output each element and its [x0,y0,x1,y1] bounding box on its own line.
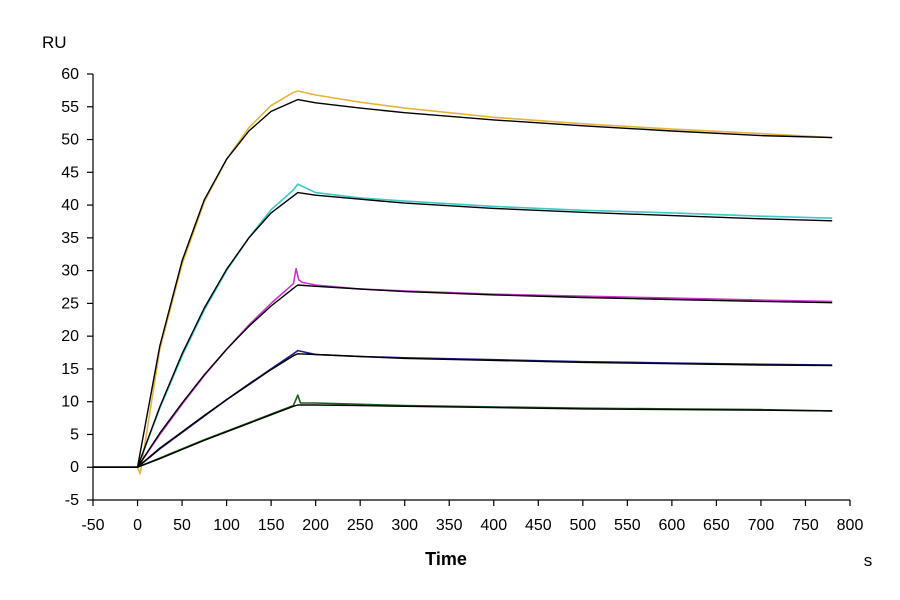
x-tick-label: 0 [133,517,142,534]
y-axis-title: RU [42,33,67,52]
x-tick-label: 750 [792,517,819,534]
y-tick-label: 35 [61,230,79,247]
fit-curve-2 [93,191,833,468]
x-tick-label: 450 [525,517,552,534]
x-tick-label: 100 [213,517,240,534]
fit-curve-5 [93,404,833,468]
y-tick-label: 55 [61,99,79,116]
x-tick-label: -50 [81,517,104,534]
y-tick-label: 40 [61,197,79,214]
fit-curve-3 [93,284,833,468]
x-tick-label: 800 [837,517,864,534]
y-tick-label: 60 [61,66,79,83]
measured-curve-2 [93,183,833,468]
y-tick-label: 0 [70,459,79,476]
x-tick-label: 600 [659,517,686,534]
x-tick-label: 50 [173,517,191,534]
y-tick-label: -5 [65,492,79,509]
x-tick-label: 150 [258,517,285,534]
fit-curve-4 [93,353,833,468]
x-tick-label: 500 [569,517,596,534]
measured-curve-3 [93,267,833,468]
fit-curve-1 [93,98,833,468]
y-tick-label: 20 [61,328,79,345]
x-tick-label: 650 [703,517,730,534]
y-tick-label: 25 [61,295,79,312]
x-axis-unit: s [864,551,873,570]
y-tick-label: 30 [61,263,79,280]
y-tick-label: 15 [61,361,79,378]
x-axis-title: Time [425,549,467,569]
y-tick-label: 50 [61,132,79,149]
series-layer [93,90,833,475]
x-tick-label: 250 [347,517,374,534]
y-tick-label: 45 [61,164,79,181]
y-tick-label: 5 [70,426,79,443]
y-tick-label: 10 [61,394,79,411]
x-tick-label: 700 [748,517,775,534]
axes-layer [92,74,850,501]
x-tick-label: 400 [480,517,507,534]
measured-curve-5 [93,394,833,468]
x-tick-label: 200 [302,517,329,534]
x-tick-label: 550 [614,517,641,534]
x-tick-label: 350 [436,517,463,534]
x-tick-label: 300 [391,517,418,534]
